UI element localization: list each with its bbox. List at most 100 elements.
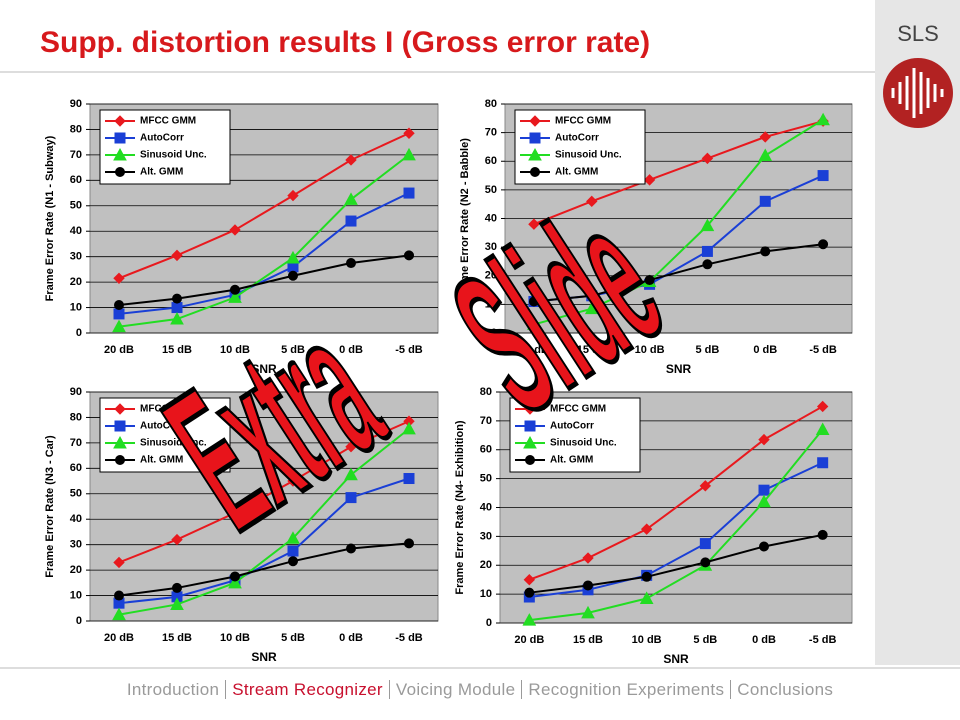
marker [582,552,594,564]
marker [172,293,182,304]
x-tick-label: 20 dB [514,634,544,646]
marker [344,467,358,481]
marker [528,218,540,230]
series-line [118,420,410,564]
y-tick-label: 10 [485,298,497,310]
marker [818,239,829,250]
nav-item[interactable]: Conclusions [730,680,840,699]
marker [523,573,536,586]
x-tick-label: 15 dB [577,344,607,356]
marker [170,597,184,610]
x-tick-label: 15 dB [162,344,192,356]
marker [172,582,182,593]
marker [404,250,414,261]
marker [641,571,652,582]
legend-label: AutoCorr [555,133,599,144]
marker [344,192,358,205]
charts: 0 10 20 30 40 50 60 70 80 90 20 dB 15 dB 10 dB 5 dB 0 … [44,98,853,666]
x-tick-label: 0 dB [339,632,363,644]
series-line [118,154,410,328]
legend-label: MFCC GMM [140,116,196,127]
marker [286,531,300,544]
x-tick-label: -5 dB [395,344,423,356]
legend-label: MFCC GMM [550,404,606,415]
marker [643,174,656,186]
marker [113,556,125,569]
marker [759,541,769,552]
marker [586,290,597,301]
series-line [118,428,410,616]
y-axis-label: Frame Error Rate (N2 - Babble) [459,138,471,299]
y-tick-label: 90 [70,98,82,110]
chart: 0 10 20 30 40 50 60 70 80 90 20 dB 15 dB 10 dB 5 dB 0 … [44,98,439,376]
y-tick-label: 80 [70,411,82,423]
marker [228,575,242,589]
marker [403,473,415,485]
y-tick-label: 0 [76,615,82,627]
x-tick-label: -5 dB [809,634,837,646]
x-tick-label: -5 dB [809,344,837,356]
marker [699,480,712,492]
nav-item[interactable]: Recognition Experiments [521,680,731,699]
y-tick-label: 0 [491,327,497,339]
y-tick-label: 40 [70,225,82,237]
x-tick-label: 0 dB [752,634,776,646]
marker [345,154,357,166]
y-tick-label: 10 [480,588,492,600]
chart: 0 10 20 30 40 50 60 70 80 20 dB 15 dB 10 dB 5 dB 0 dB… [454,386,853,666]
marker [228,290,242,303]
legend-label: MFCC GMM [140,404,196,415]
x-axis-label: SNR [251,650,277,664]
marker [113,308,125,320]
y-tick-label: 10 [70,301,82,313]
y-tick-label: 70 [480,415,492,427]
x-tick-label: 10 dB [635,344,665,356]
marker [528,147,542,161]
marker [759,195,771,207]
marker [346,543,356,554]
marker [113,435,127,449]
nav-item[interactable]: Introduction [126,680,220,699]
marker [114,420,126,432]
y-tick-label: 70 [70,437,82,449]
marker [114,132,126,144]
legend-label: Sinusoid Unc. [140,150,207,161]
marker [758,484,770,496]
series-line [533,243,824,303]
y-tick-label: 80 [480,386,492,398]
y-tick-label: 30 [480,530,492,542]
logo-wave [891,68,944,118]
x-tick-label: 0 dB [753,344,777,356]
marker [115,455,125,465]
y-tick-label: 30 [70,251,82,263]
series-line [533,118,824,326]
x-axis-label: SNR [663,652,689,666]
marker [288,556,298,567]
x-axis-label: SNR [251,362,277,376]
marker [530,167,540,177]
y-tick-label: 70 [70,149,82,161]
marker [528,296,539,307]
x-tick-label: 5 dB [281,344,305,356]
legend-label: Sinusoid Unc. [550,438,617,449]
nav-item[interactable]: Stream Recognizer [225,680,389,699]
marker [760,246,771,257]
nav-item[interactable]: Voicing Module [388,680,522,699]
y-tick-label: 60 [70,174,82,186]
marker [757,494,771,508]
series-line [118,254,410,307]
series-line [529,461,824,599]
x-tick-label: 10 dB [220,632,250,644]
x-tick-label: 15 dB [162,632,192,644]
marker [112,319,126,333]
legend-label: AutoCorr [140,133,184,144]
logo-circle [883,58,953,128]
marker [759,131,771,143]
marker [345,440,357,453]
marker [345,492,357,504]
x-tick-label: 15 dB [573,634,603,646]
marker [114,590,124,601]
x-tick-label: 10 dB [632,634,662,646]
marker [402,421,416,435]
